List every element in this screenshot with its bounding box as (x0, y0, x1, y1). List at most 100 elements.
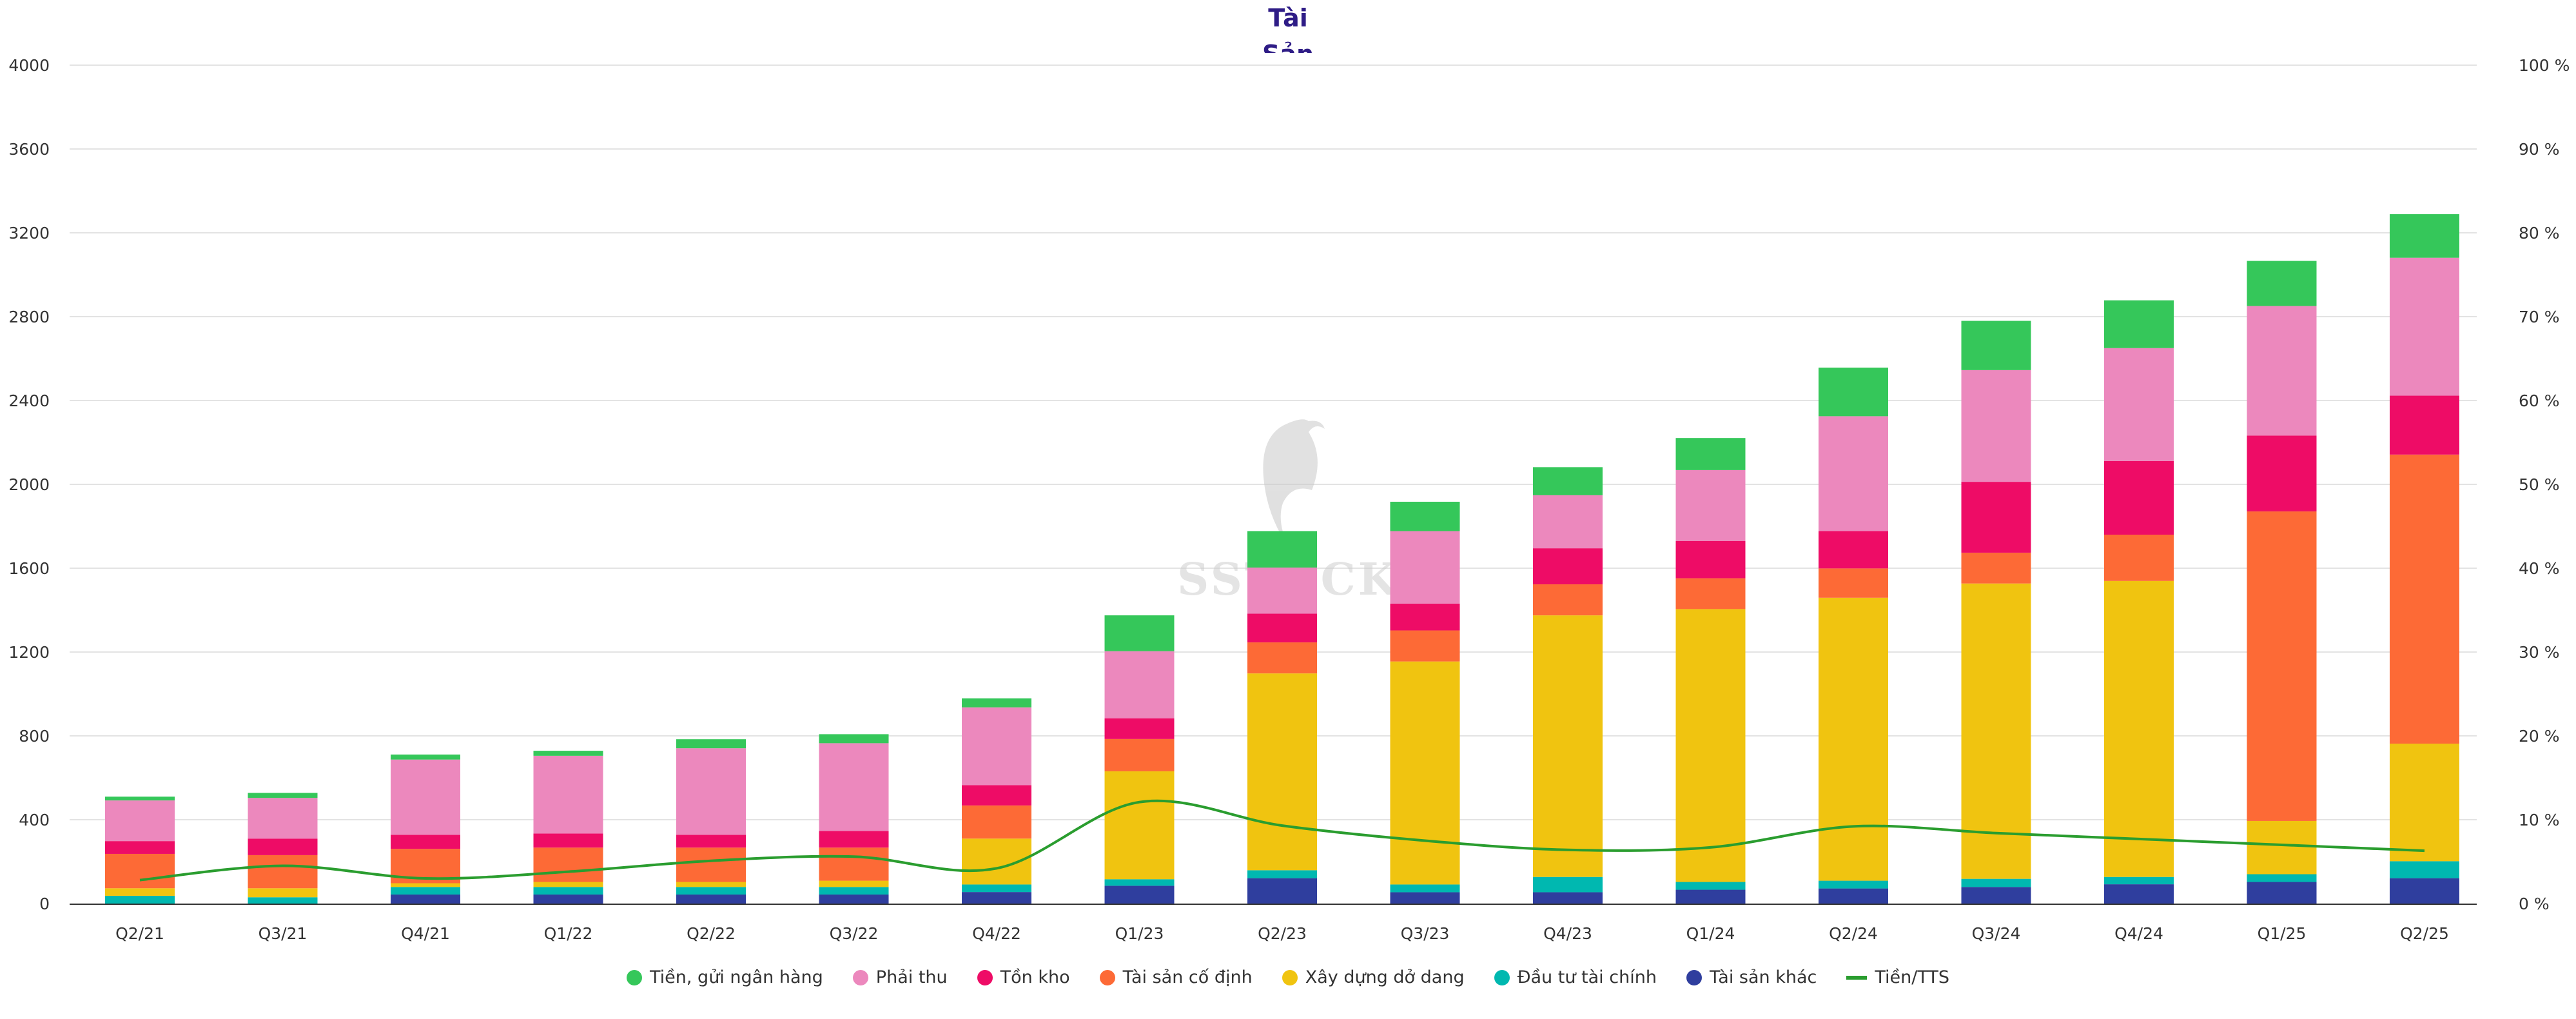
bar-segment-tai-san-khac (1104, 885, 1175, 904)
bar-segment-dau-tu-tai-chinh (248, 897, 318, 904)
legend-item[interactable]: Đầu tư tài chính (1494, 967, 1657, 987)
bar-segment-phai-thu (1390, 531, 1460, 604)
bar-segment-tien-gui-ngan-hang (2247, 261, 2317, 306)
bar-segment-tien-gui-ngan-hang (1533, 467, 1603, 495)
bar-segment-tai-san-khac (1819, 888, 1888, 904)
bar-segment-ton-kho (1390, 603, 1460, 631)
bar-segment-phai-thu (1247, 568, 1317, 614)
bar-segment-xay-dung-do-dang (1961, 583, 2031, 879)
bar-segment-tai-san-khac (819, 895, 889, 904)
bar-segment-xay-dung-do-dang (676, 882, 746, 887)
bar-segment-tai-san-co-dinh (1247, 642, 1317, 674)
x-tick-label: Q2/22 (687, 924, 736, 943)
bar-segment-tai-san-khac (1961, 887, 2031, 904)
left-tick-label: 1600 (8, 559, 50, 578)
right-tick-label: 10 % (2519, 811, 2560, 829)
bar-segment-xay-dung-do-dang (1819, 597, 1888, 881)
legend-item[interactable]: Xây dựng dở dang (1282, 967, 1465, 987)
bar-segment-tai-san-co-dinh (1390, 630, 1460, 662)
x-axis-ticks: Q2/21 Q3/21 Q4/21 Q1/22 Q2/22 Q3/22 Q4/22 Q1/23… (115, 924, 2449, 943)
bar-segment-dau-tu-tai-chinh (1961, 878, 2031, 887)
legend-line-icon (1846, 975, 1868, 980)
bar-segment-tien-gui-ngan-hang (2390, 214, 2459, 258)
legend-dot-icon (852, 969, 868, 985)
bar-segment-tien-gui-ngan-hang (105, 796, 175, 801)
legend-item[interactable]: Tài sản khác (1686, 967, 1817, 987)
bar-segment-dau-tu-tai-chinh (819, 887, 889, 895)
bar-segment-ton-kho (962, 785, 1031, 806)
legend-label: Tài sản cố định (1122, 967, 1253, 987)
legend-dot-icon (977, 969, 993, 985)
bar-segment-phai-thu (391, 759, 460, 835)
chart-title-line-1: Tài (1268, 4, 1308, 32)
left-tick-label: 1200 (8, 643, 50, 662)
bar-segment-dau-tu-tai-chinh (391, 887, 460, 895)
right-tick-label: 100 % (2519, 56, 2570, 75)
bar-segment-dau-tu-tai-chinh (1247, 870, 1317, 878)
bar-segment-ton-kho (2104, 460, 2174, 535)
legend-item[interactable]: Tài sản cố định (1099, 967, 1253, 987)
legend: Tiền, gửi ngân hàng Phải thu Tồn kho Tài sả… (0, 967, 2576, 987)
x-tick-label: Q1/22 (544, 924, 593, 943)
bar-segment-dau-tu-tai-chinh (962, 884, 1031, 893)
bar-segment-dau-tu-tai-chinh (676, 887, 746, 895)
x-tick-label: Q4/23 (1543, 924, 1592, 943)
x-tick-label: Q1/24 (1686, 924, 1735, 943)
bar-segment-ton-kho (1819, 531, 1888, 569)
bar-segment-tai-san-khac (676, 895, 746, 904)
legend-dot-icon (1494, 969, 1510, 985)
bar-segment-tai-san-co-dinh (2390, 454, 2459, 744)
bar-segment-phai-thu (819, 743, 889, 831)
bar-segment-xay-dung-do-dang (391, 883, 460, 887)
left-tick-label: 400 (19, 811, 50, 829)
bar-segment-xay-dung-do-dang (105, 888, 175, 896)
bar-segment-xay-dung-do-dang (248, 888, 318, 898)
bar-segment-tai-san-co-dinh (1533, 584, 1603, 616)
horse-logo-icon (1263, 419, 1325, 548)
x-tick-label: Q3/23 (1401, 924, 1450, 943)
left-tick-label: 3600 (8, 140, 50, 159)
right-tick-label: 20 % (2519, 727, 2560, 746)
bar-segment-tai-san-khac (1390, 892, 1460, 904)
bar-segment-tien-gui-ngan-hang (1247, 531, 1317, 568)
bar-segment-ton-kho (1247, 613, 1317, 643)
bar-segment-phai-thu (1819, 416, 1888, 531)
bar-segment-ton-kho (1533, 548, 1603, 585)
bar-segment-dau-tu-tai-chinh (1104, 879, 1175, 886)
legend-item[interactable]: Tồn kho (977, 967, 1070, 987)
legend-label: Tiền/TTS (1875, 967, 1949, 987)
bar-segment-dau-tu-tai-chinh (105, 895, 175, 904)
bar-segment-phai-thu (1675, 470, 1746, 541)
legend-item[interactable]: Tiền, gửi ngân hàng (627, 967, 823, 987)
bars (105, 214, 2459, 904)
right-axis-ticks: 0 % 10 % 20 % 30 % 40 % 50 % 60 % 70 % 80 % 90 % 1… (2519, 56, 2570, 913)
legend-item[interactable]: Phải thu (852, 967, 948, 987)
bar-segment-tai-san-co-dinh (676, 847, 746, 882)
bar-segment-tien-gui-ngan-hang (1961, 321, 2031, 370)
right-tick-label: 70 % (2519, 308, 2560, 326)
bar-segment-tai-san-khac (962, 892, 1031, 904)
bar-segment-tai-san-khac (391, 895, 460, 904)
right-tick-label: 40 % (2519, 559, 2560, 578)
x-tick-label: Q1/23 (1115, 924, 1164, 943)
x-tick-label: Q2/21 (115, 924, 164, 943)
bar-segment-tai-san-khac (533, 895, 603, 904)
chart-title: Tài Sản (1191, 0, 1385, 53)
left-tick-label: 4000 (8, 56, 50, 75)
chart-title-line-2: Sản (1191, 36, 1385, 53)
bar-segment-tai-san-co-dinh (248, 855, 318, 889)
bar-segment-dau-tu-tai-chinh (2247, 874, 2317, 882)
bar-segment-xay-dung-do-dang (1533, 615, 1603, 877)
bar-segment-ton-kho (105, 841, 175, 854)
x-tick-label: Q2/23 (1258, 924, 1307, 943)
left-tick-label: 800 (19, 727, 50, 746)
left-tick-label: 2000 (8, 475, 50, 494)
legend-dot-icon (627, 969, 642, 985)
x-tick-label: Q3/24 (1972, 924, 2021, 943)
bar-segment-phai-thu (676, 748, 746, 835)
bar-segment-tien-gui-ngan-hang (676, 739, 746, 749)
left-axis-ticks: 0 400 800 1200 1600 2000 2400 2800 3200 3600 4000 (8, 56, 50, 913)
legend-item[interactable]: Tiền/TTS (1846, 967, 1949, 987)
x-tick-label: Q2/25 (2400, 924, 2449, 943)
legend-label: Tiền, gửi ngân hàng (650, 967, 823, 987)
